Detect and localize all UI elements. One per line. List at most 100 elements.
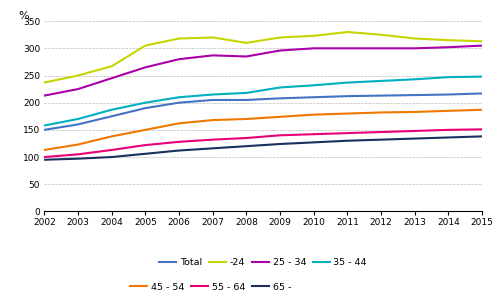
45 - 54 <box>378 111 384 114</box>
Total <box>446 93 452 96</box>
35 - 44 <box>142 101 148 104</box>
55 - 64 <box>176 140 182 144</box>
45 - 54 <box>142 128 148 132</box>
-24 <box>479 40 485 43</box>
35 - 44 <box>277 86 283 89</box>
35 - 44 <box>41 124 47 127</box>
25 - 34 <box>109 76 115 80</box>
-24 <box>277 36 283 39</box>
-24 <box>210 36 215 39</box>
55 - 64 <box>446 128 452 132</box>
65 - <box>479 135 485 138</box>
Total <box>311 95 317 99</box>
Line: 65 -: 65 - <box>44 137 482 160</box>
Line: 55 - 64: 55 - 64 <box>44 129 482 157</box>
55 - 64 <box>412 129 418 133</box>
65 - <box>344 139 350 143</box>
45 - 54 <box>479 108 485 111</box>
Total <box>378 94 384 98</box>
25 - 34 <box>344 47 350 50</box>
55 - 64 <box>41 155 47 159</box>
55 - 64 <box>378 130 384 134</box>
45 - 54 <box>75 143 81 146</box>
35 - 44 <box>210 93 215 96</box>
25 - 34 <box>378 47 384 50</box>
65 - <box>446 136 452 139</box>
45 - 54 <box>446 109 452 113</box>
Total <box>142 106 148 110</box>
25 - 34 <box>41 94 47 98</box>
65 - <box>244 144 249 148</box>
Total <box>75 123 81 126</box>
35 - 44 <box>311 83 317 87</box>
Total <box>277 97 283 100</box>
25 - 34 <box>176 57 182 61</box>
35 - 44 <box>446 75 452 79</box>
45 - 54 <box>210 118 215 122</box>
Text: %: % <box>18 11 29 21</box>
45 - 54 <box>109 135 115 138</box>
Line: -24: -24 <box>44 32 482 82</box>
-24 <box>142 44 148 47</box>
55 - 64 <box>142 143 148 147</box>
45 - 54 <box>176 121 182 125</box>
35 - 44 <box>344 81 350 84</box>
25 - 34 <box>277 49 283 52</box>
35 - 44 <box>176 95 182 99</box>
65 - <box>41 158 47 162</box>
-24 <box>311 34 317 38</box>
Line: 25 - 34: 25 - 34 <box>44 46 482 96</box>
25 - 34 <box>412 47 418 50</box>
Line: Total: Total <box>44 93 482 130</box>
35 - 44 <box>412 78 418 81</box>
25 - 34 <box>244 55 249 58</box>
55 - 64 <box>479 127 485 131</box>
Total <box>176 101 182 104</box>
65 - <box>109 155 115 159</box>
65 - <box>75 157 81 160</box>
55 - 64 <box>75 153 81 156</box>
25 - 34 <box>210 53 215 57</box>
35 - 44 <box>75 117 81 121</box>
45 - 54 <box>344 112 350 115</box>
Line: 35 - 44: 35 - 44 <box>44 77 482 126</box>
35 - 44 <box>378 79 384 83</box>
Total <box>344 94 350 98</box>
-24 <box>176 37 182 40</box>
55 - 64 <box>109 148 115 152</box>
-24 <box>378 33 384 37</box>
55 - 64 <box>277 133 283 137</box>
25 - 34 <box>75 87 81 91</box>
35 - 44 <box>244 91 249 95</box>
45 - 54 <box>277 115 283 119</box>
65 - <box>378 138 384 141</box>
Total <box>479 92 485 95</box>
45 - 54 <box>311 113 317 117</box>
65 - <box>311 140 317 144</box>
35 - 44 <box>479 75 485 79</box>
65 - <box>210 146 215 150</box>
55 - 64 <box>344 131 350 135</box>
Total <box>412 93 418 97</box>
55 - 64 <box>210 138 215 141</box>
45 - 54 <box>412 110 418 114</box>
65 - <box>176 149 182 152</box>
Legend: 45 - 54, 55 - 64, 65 -: 45 - 54, 55 - 64, 65 - <box>130 283 291 292</box>
-24 <box>41 81 47 84</box>
45 - 54 <box>41 148 47 152</box>
Total <box>244 98 249 102</box>
-24 <box>109 64 115 68</box>
-24 <box>75 74 81 77</box>
25 - 34 <box>311 47 317 50</box>
55 - 64 <box>244 136 249 140</box>
-24 <box>244 41 249 45</box>
65 - <box>277 142 283 146</box>
65 - <box>142 152 148 156</box>
25 - 34 <box>142 66 148 69</box>
Total <box>210 98 215 102</box>
-24 <box>344 30 350 34</box>
35 - 44 <box>109 108 115 111</box>
-24 <box>412 37 418 40</box>
65 - <box>412 137 418 140</box>
Total <box>41 128 47 132</box>
